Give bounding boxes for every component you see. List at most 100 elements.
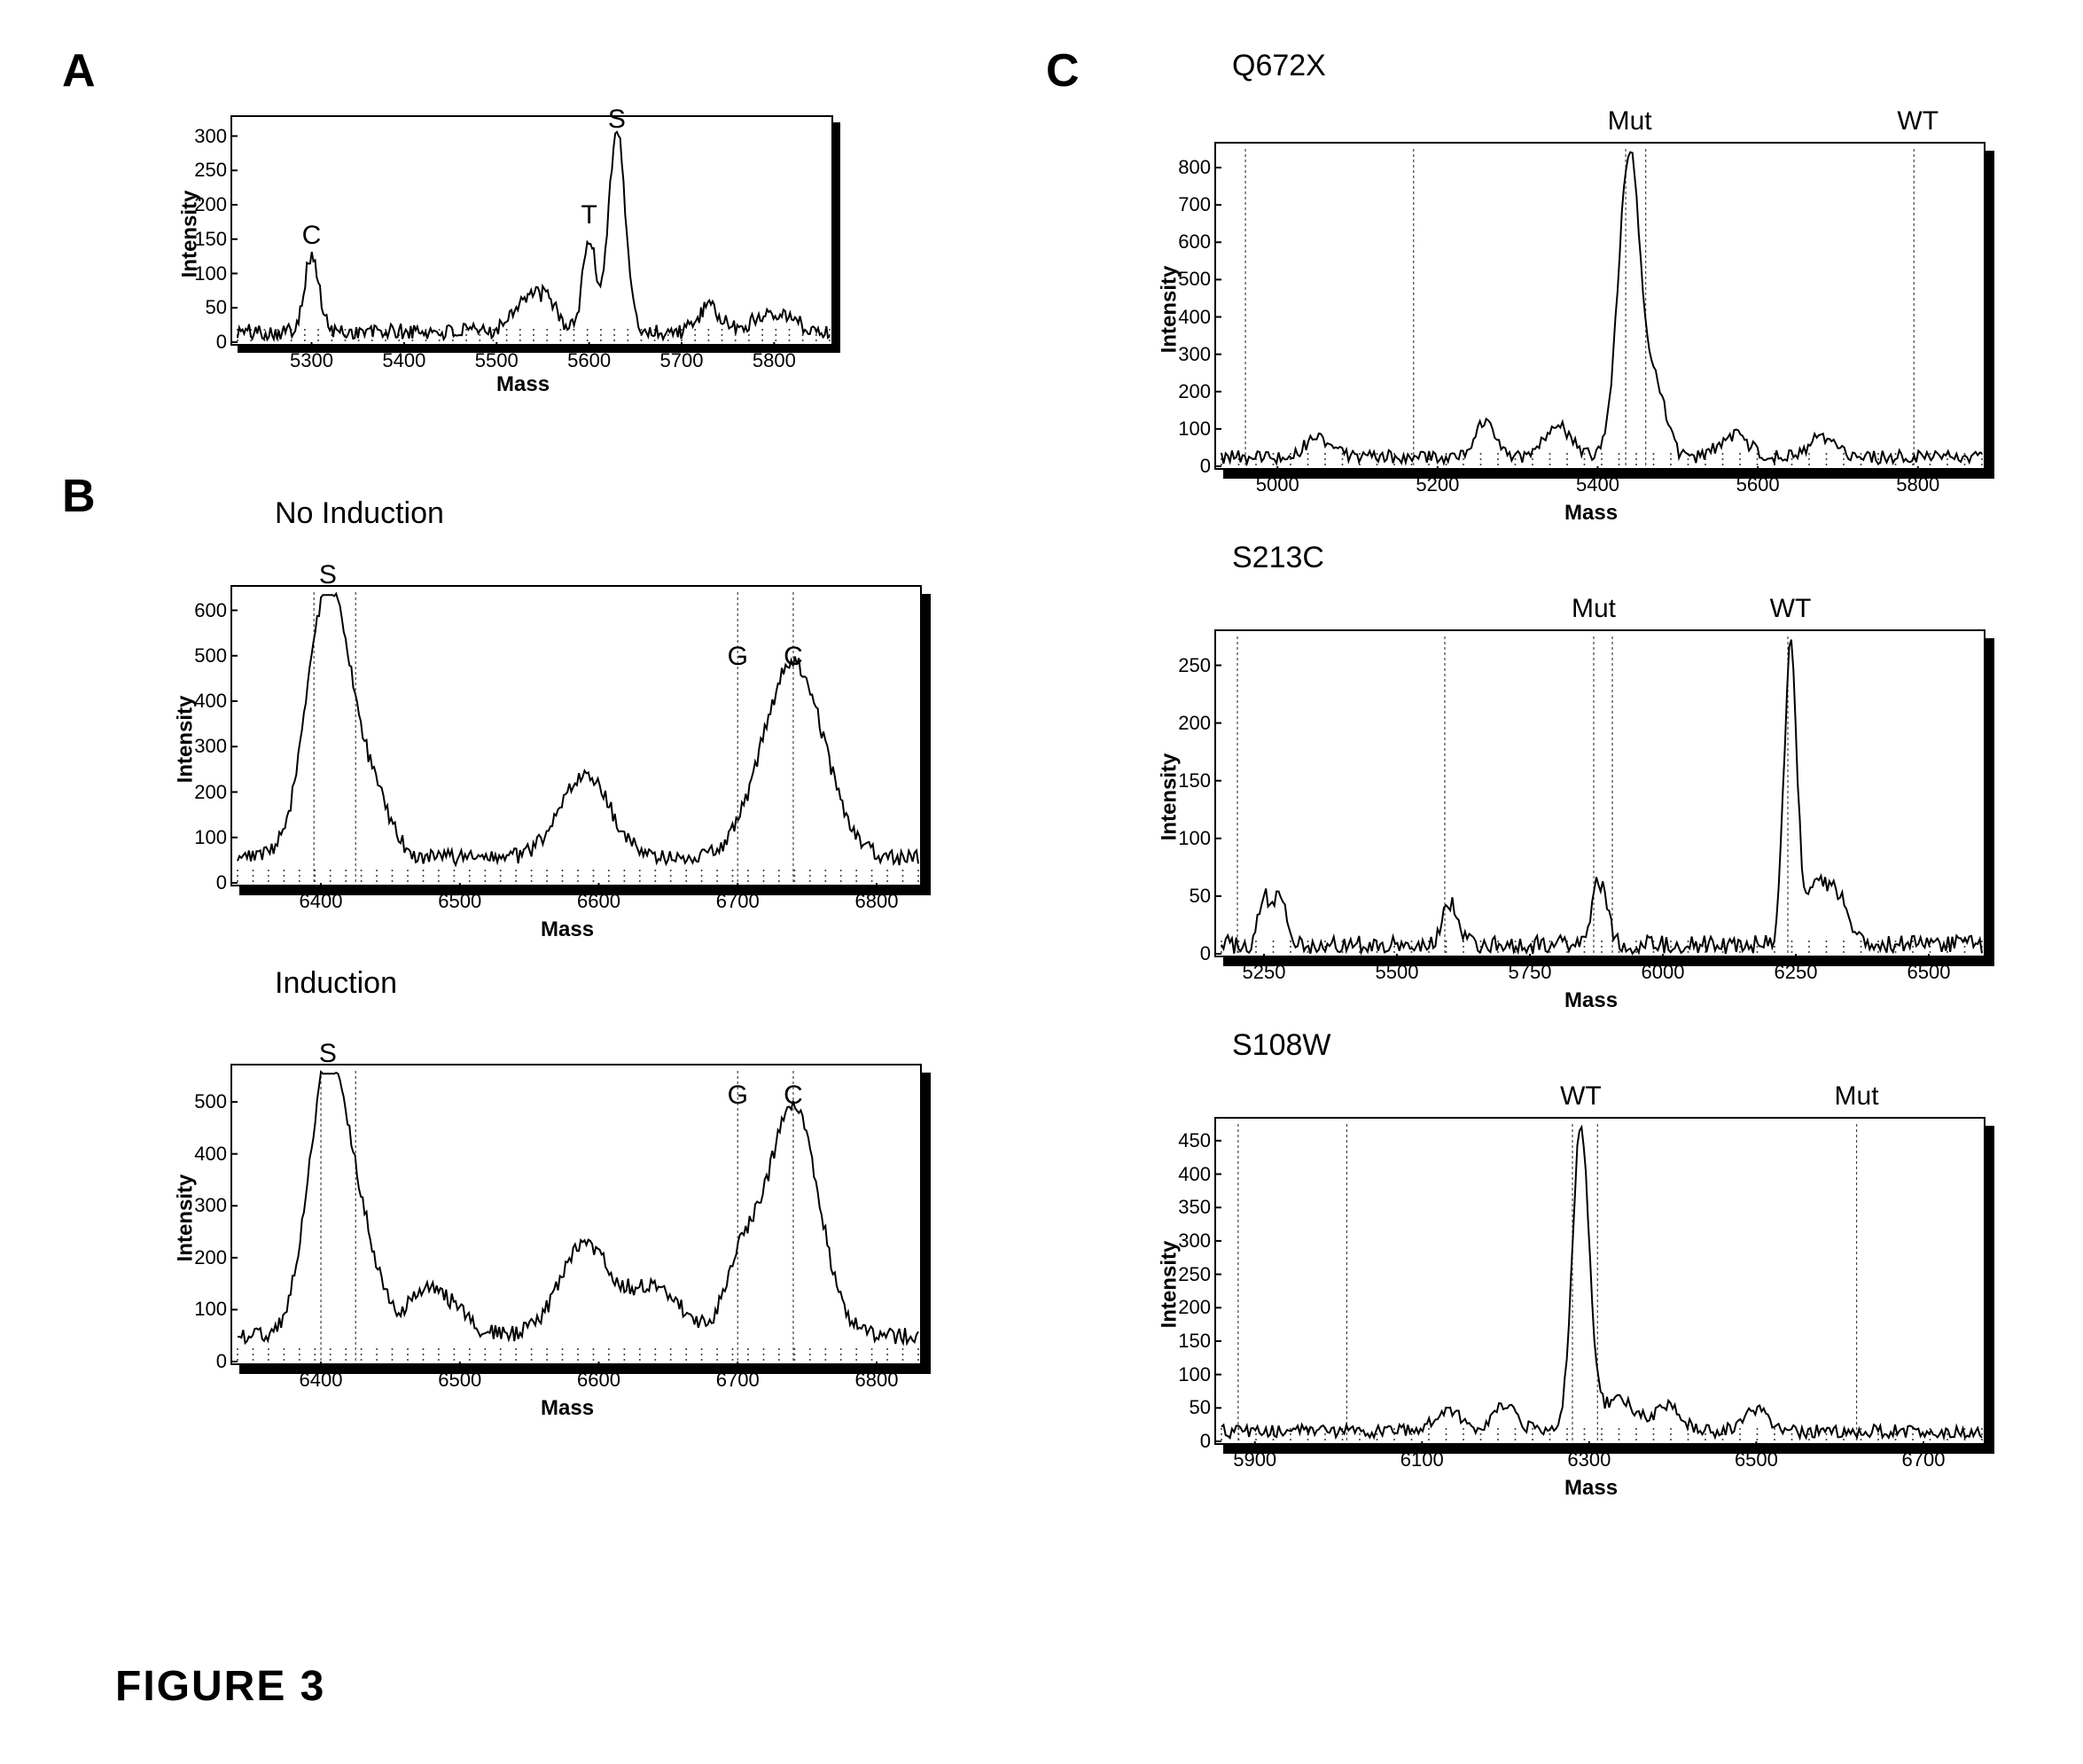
peak-label: C xyxy=(784,1081,803,1111)
peak-label: C xyxy=(784,642,803,672)
x-tick: 6000 xyxy=(1642,961,1685,984)
y-tick: 50 xyxy=(206,296,227,319)
panel-b-chart-2: 010020030040050064006500660067006800SGC … xyxy=(230,1064,922,1365)
y-tick: 400 xyxy=(194,1143,227,1166)
xlabel-b1: Mass xyxy=(541,917,594,942)
x-tick: 5700 xyxy=(660,349,704,372)
x-tick: 6400 xyxy=(300,890,343,913)
top-label: WT xyxy=(1897,106,1939,137)
x-tick: 5250 xyxy=(1243,961,1286,984)
x-tick: 5400 xyxy=(382,349,425,372)
x-tick: 5500 xyxy=(1376,961,1419,984)
panel-c-label: C xyxy=(1046,44,1080,98)
y-tick: 50 xyxy=(1190,885,1211,908)
ylabel-c2: Intensity xyxy=(1157,1241,1182,1329)
title-c1: S213C xyxy=(1232,541,1324,575)
y-tick: 200 xyxy=(194,1246,227,1269)
y-tick: 450 xyxy=(1178,1129,1211,1152)
y-tick: 300 xyxy=(1178,1229,1211,1253)
x-tick: 6500 xyxy=(438,1369,481,1392)
x-tick: 6500 xyxy=(1907,961,1951,984)
peak-label: G xyxy=(728,1081,748,1111)
x-tick: 5900 xyxy=(1233,1448,1276,1471)
subtitle-induction: Induction xyxy=(275,966,397,1001)
x-tick: 6700 xyxy=(1902,1448,1946,1471)
y-tick: 200 xyxy=(194,781,227,804)
y-tick: 200 xyxy=(1178,712,1211,735)
figure-label: FIGURE 3 xyxy=(115,1662,325,1711)
y-tick: 500 xyxy=(1178,268,1211,291)
panel-a-chart: 0501001502002503005300540055005600570058… xyxy=(230,115,833,346)
top-label: Mut xyxy=(1608,106,1652,137)
y-tick: 100 xyxy=(1178,1363,1211,1386)
x-tick: 5000 xyxy=(1256,473,1299,496)
y-tick: 800 xyxy=(1178,156,1211,179)
x-tick: 5600 xyxy=(567,349,611,372)
top-label: WT xyxy=(1770,594,1812,624)
x-tick: 6600 xyxy=(577,1369,620,1392)
y-tick: 400 xyxy=(194,690,227,713)
subtitle-no-induction: No Induction xyxy=(275,496,444,531)
x-tick: 5500 xyxy=(475,349,519,372)
x-tick: 5750 xyxy=(1509,961,1552,984)
x-tick: 5400 xyxy=(1576,473,1619,496)
y-tick: 50 xyxy=(1190,1396,1211,1419)
y-tick: 300 xyxy=(1178,343,1211,366)
title-c0: Q672X xyxy=(1232,49,1326,83)
y-tick: 0 xyxy=(216,331,227,354)
y-tick: 0 xyxy=(1200,455,1211,478)
peak-label: T xyxy=(581,200,597,230)
top-label: Mut xyxy=(1572,594,1616,624)
y-tick: 300 xyxy=(194,735,227,758)
y-tick: 0 xyxy=(1200,1430,1211,1453)
y-tick: 150 xyxy=(1178,769,1211,792)
y-tick: 0 xyxy=(1200,942,1211,965)
xlabel-c2: Mass xyxy=(1564,1476,1618,1501)
x-tick: 5600 xyxy=(1736,473,1780,496)
x-tick: 6400 xyxy=(300,1369,343,1392)
x-tick: 5300 xyxy=(290,349,333,372)
y-tick: 350 xyxy=(1178,1196,1211,1219)
y-tick: 250 xyxy=(1178,654,1211,677)
x-tick: 6800 xyxy=(854,890,898,913)
peak-label: G xyxy=(728,642,748,672)
y-tick: 700 xyxy=(1178,193,1211,216)
x-tick: 6300 xyxy=(1567,1448,1611,1471)
panel-c-chart-0: 0100200300400500600700800500052005400560… xyxy=(1214,142,1985,470)
peak-label: S xyxy=(608,105,626,135)
y-tick: 0 xyxy=(216,871,227,894)
y-tick: 100 xyxy=(1178,418,1211,441)
y-tick: 600 xyxy=(194,599,227,622)
peak-label: C xyxy=(302,221,322,251)
x-tick: 6250 xyxy=(1775,961,1818,984)
peak-label: S xyxy=(319,560,337,590)
peak-label: S xyxy=(319,1039,337,1069)
xlabel-c1: Mass xyxy=(1564,988,1618,1013)
y-tick: 250 xyxy=(194,159,227,182)
y-tick: 400 xyxy=(1178,306,1211,329)
top-label: Mut xyxy=(1835,1081,1879,1112)
y-tick: 500 xyxy=(194,644,227,667)
x-tick: 6600 xyxy=(577,890,620,913)
y-tick: 300 xyxy=(194,125,227,148)
title-c2: S108W xyxy=(1232,1028,1331,1063)
x-tick: 5800 xyxy=(753,349,796,372)
ylabel-c0: Intensity xyxy=(1157,266,1182,354)
y-tick: 500 xyxy=(194,1090,227,1113)
x-tick: 6100 xyxy=(1400,1448,1444,1471)
panel-b-label: B xyxy=(62,470,96,523)
y-tick: 150 xyxy=(1178,1330,1211,1353)
xlabel-a: Mass xyxy=(496,372,550,397)
y-tick: 200 xyxy=(1178,380,1211,403)
ylabel-b2: Intensity xyxy=(173,1175,198,1262)
x-tick: 6700 xyxy=(716,1369,760,1392)
top-label: WT xyxy=(1560,1081,1602,1112)
y-tick: 300 xyxy=(194,1194,227,1217)
ylabel-c1: Intensity xyxy=(1157,753,1182,841)
y-tick: 250 xyxy=(1178,1263,1211,1286)
y-tick: 100 xyxy=(1178,827,1211,850)
x-tick: 6800 xyxy=(854,1369,898,1392)
y-tick: 0 xyxy=(216,1350,227,1373)
panel-b-chart-1: 010020030040050060064006500660067006800S… xyxy=(230,585,922,886)
x-tick: 6500 xyxy=(1735,1448,1778,1471)
